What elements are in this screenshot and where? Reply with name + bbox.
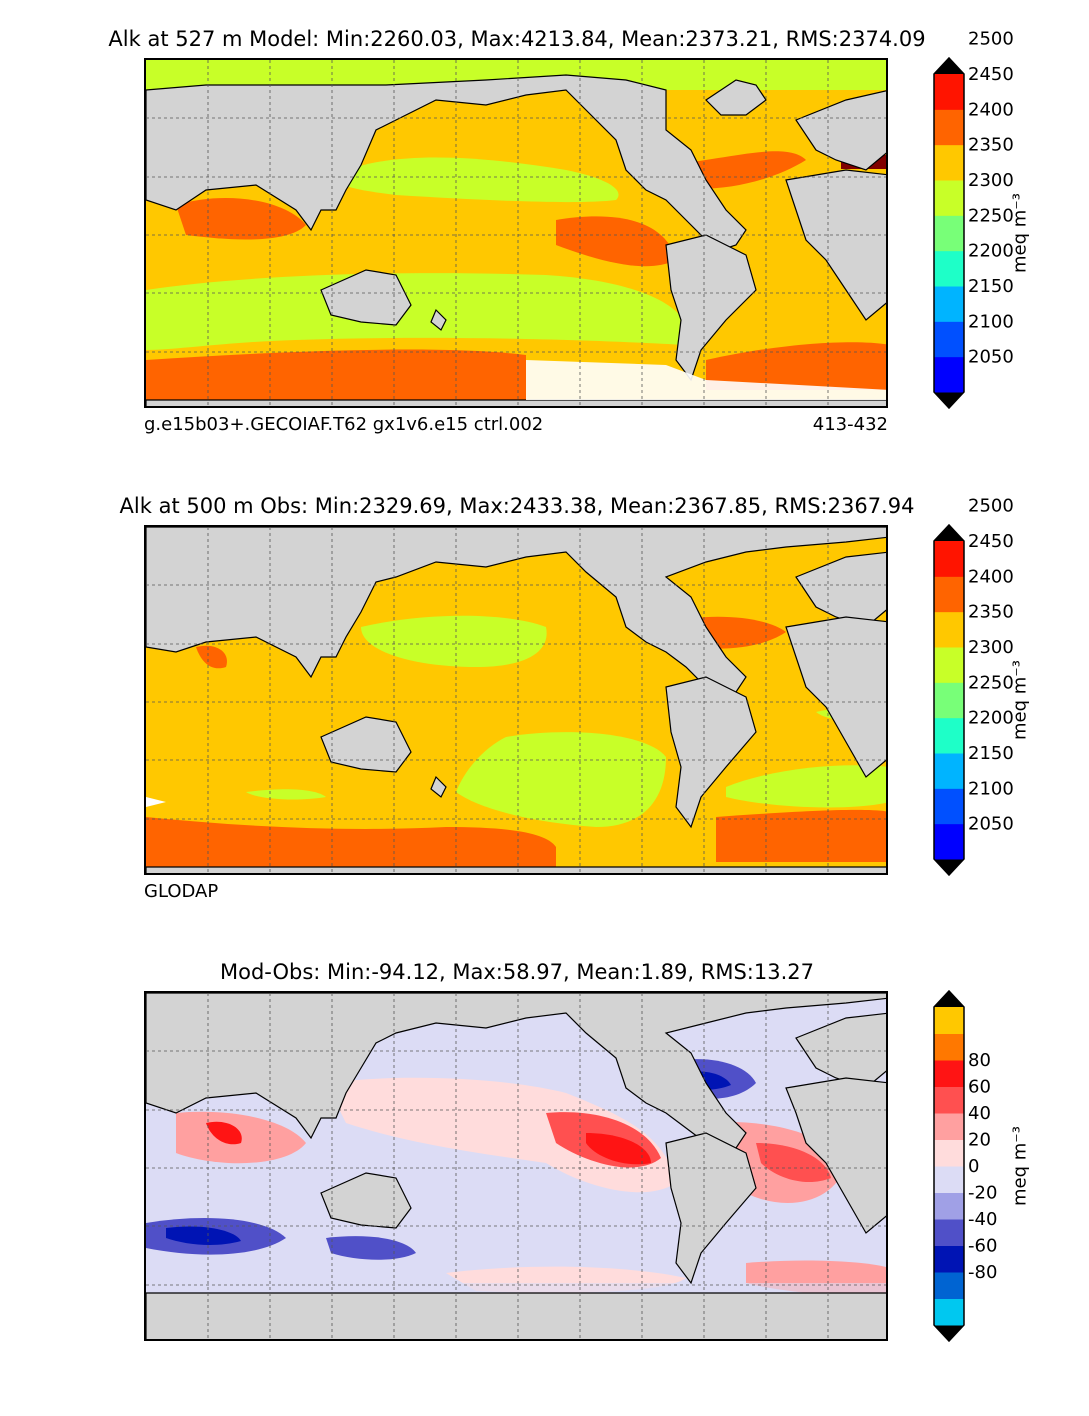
colorbar-segment — [934, 1298, 964, 1326]
colorbar-segment — [934, 753, 964, 789]
colorbar-tick-label: 2250 — [968, 672, 1014, 693]
colorbar-label: meq m⁻³ — [1009, 192, 1031, 274]
colorbar-extend-max — [934, 58, 964, 74]
panel-title: Alk at 527 m Model: Min:2260.03, Max:421… — [108, 27, 926, 51]
colorbar-tick-label: 40 — [968, 1103, 991, 1124]
colorbar-segment — [934, 1139, 964, 1167]
colorbar-tick-label: 2050 — [968, 814, 1014, 835]
colorbar-tick-label: 2100 — [968, 311, 1014, 332]
colorbar-tick-label: 2500 — [968, 496, 1014, 517]
colorbar-segment — [934, 74, 964, 110]
colorbar-segment — [934, 1245, 964, 1273]
land — [146, 74, 886, 406]
colorbar-tick-label: 2400 — [968, 99, 1014, 120]
colorbar-extend-min — [934, 1325, 964, 1341]
grid — [146, 60, 886, 406]
colorbar-segment — [934, 1272, 964, 1299]
colorbar-tick-label: -20 — [968, 1183, 997, 1204]
caption-run-name: g.e15b03+.GECOIAF.T62 gx1v6.e15 ctrl.002 — [144, 414, 544, 435]
colorbar-segment — [934, 109, 964, 146]
panel-title: Alk at 500 m Obs: Min:2329.69, Max:2433.… — [119, 494, 915, 518]
colorbar-label: meq m⁻³ — [1009, 659, 1031, 741]
colorbar-segment — [934, 250, 964, 287]
colorbar-extend-max — [934, 525, 964, 541]
colorbar-segment — [934, 1166, 964, 1193]
colorbar-segment — [934, 717, 964, 754]
colorbar-segment — [934, 541, 964, 577]
colorbar-tick-label: 2100 — [968, 778, 1014, 799]
colorbar-segment — [934, 1113, 964, 1140]
colorbar-extend-min — [934, 392, 964, 408]
colorbar-tick-label: -40 — [968, 1209, 997, 1230]
colorbar-segment — [934, 1219, 964, 1246]
land — [146, 993, 886, 1339]
colorbar-segment — [934, 1086, 964, 1114]
land — [146, 527, 886, 873]
colorbar-tick-label: 2200 — [968, 708, 1014, 729]
colorbar-tick-label: -60 — [968, 1236, 997, 1257]
south-lime-band — [146, 273, 686, 350]
colorbar-tick-label: 2500 — [968, 29, 1014, 50]
south-pacific-lime — [456, 732, 666, 827]
colorbar-tick-label: 2300 — [968, 170, 1014, 191]
panel-diff: Mod-Obs: Min:-94.12, Max:58.97, Mean:1.8… — [0, 960, 1089, 1416]
colorbar-diff: -80 -60 -40 -20 0 20 40 60 80 — [933, 989, 997, 1343]
colorbar-tick-label: 2450 — [968, 531, 1014, 552]
colorbar-tick-label: 2300 — [968, 637, 1014, 658]
colorbar-segment — [934, 1007, 964, 1034]
caption-source: GLODAP — [144, 881, 219, 902]
colorbar-tick-label: 2350 — [968, 135, 1014, 156]
colorbar-extend-min — [934, 859, 964, 875]
colorbar-segment — [934, 180, 964, 216]
east-pacific-orange — [556, 216, 676, 267]
colorbar-model: 2050 2100 2150 2200 2250 2300 2350 2400 2450 2500 — [933, 29, 1014, 410]
panel-model: Alk at 527 m Model: Min:2260.03, Max:421… — [0, 27, 1089, 483]
colorbar-label: meq m⁻³ — [1009, 1125, 1031, 1207]
colorbar-segment — [934, 788, 964, 825]
caption-years: 413-432 — [812, 414, 888, 435]
colorbar-segment — [934, 1192, 964, 1220]
colorbar-segment — [934, 321, 964, 358]
grid — [146, 993, 886, 1339]
colorbar-segment — [934, 1060, 964, 1087]
panel-title: Mod-Obs: Min:-94.12, Max:58.97, Mean:1.8… — [220, 960, 814, 984]
colorbar-segment — [934, 576, 964, 613]
map-model — [144, 58, 888, 408]
colorbar-tick-label: 20 — [968, 1130, 991, 1151]
colorbar-tick-label: -80 — [968, 1262, 997, 1283]
colorbar-tick-label: 2250 — [968, 205, 1014, 226]
indian-orange — [176, 197, 306, 240]
colorbar-segment — [934, 356, 964, 393]
colorbar-segment — [934, 144, 964, 181]
panel-obs: Alk at 500 m Obs: Min:2329.69, Max:2433.… — [0, 494, 1089, 950]
colorbar-tick-label: 2200 — [968, 241, 1014, 262]
colorbar-tick-label: 0 — [968, 1156, 979, 1177]
southern-orange-band — [146, 349, 526, 400]
colorbar-segment — [934, 647, 964, 683]
north-pacific-lime — [361, 615, 547, 667]
colorbar-tick-label: 2400 — [968, 566, 1014, 587]
colorbar-tick-label: 2450 — [968, 64, 1014, 85]
colorbar-tick-label: 2150 — [968, 276, 1014, 297]
colorbar-segment — [934, 286, 964, 322]
map-diff — [144, 991, 888, 1341]
colorbar-tick-label: 2150 — [968, 743, 1014, 764]
north-pacific-lime — [335, 157, 619, 203]
colorbar-segment — [934, 611, 964, 648]
pacific-positive — [326, 1077, 676, 1193]
map-obs — [144, 525, 888, 875]
colorbar-tick-label: 2050 — [968, 347, 1014, 368]
colorbar-extend-max — [934, 991, 964, 1007]
colorbar-segment — [934, 682, 964, 719]
colorbar-tick-label: 80 — [968, 1050, 991, 1071]
grid — [146, 527, 886, 873]
colorbar-obs: 2050 2100 2150 2200 2250 2300 2350 2400 2450 2500 — [933, 496, 1014, 877]
southern-orange-band — [146, 817, 556, 867]
colorbar-segment — [934, 1033, 964, 1061]
colorbar-segment — [934, 823, 964, 860]
colorbar-segment — [934, 215, 964, 252]
colorbar-tick-label: 2350 — [968, 602, 1014, 623]
colorbar-tick-label: 60 — [968, 1077, 991, 1098]
